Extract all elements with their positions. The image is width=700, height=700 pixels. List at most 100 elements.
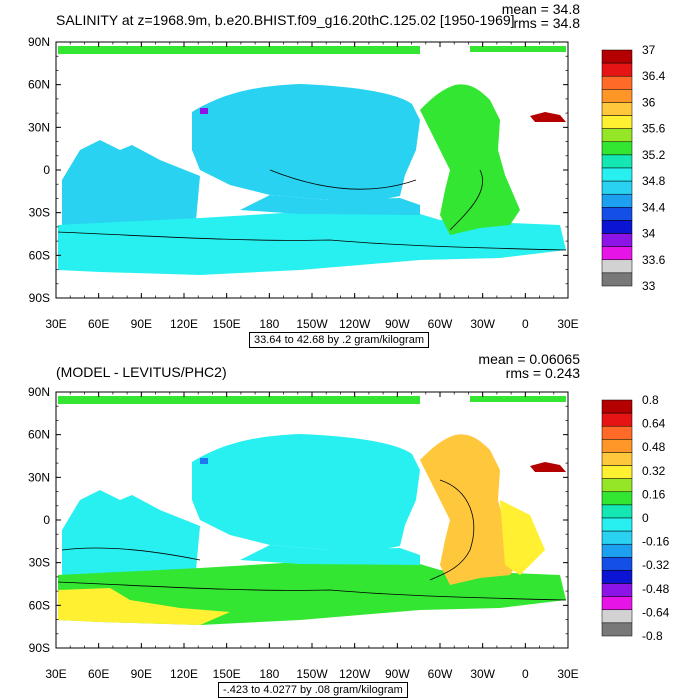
colorbar-swatch — [601, 220, 633, 234]
mediterranean-hot-spot — [530, 462, 566, 472]
colorbar-label: -0.48 — [642, 582, 670, 596]
x-tick-label: 90E — [131, 667, 152, 681]
contour-line — [429, 479, 474, 581]
colorbar-swatch — [601, 207, 633, 221]
colorbar-swatch — [601, 465, 633, 479]
y-tick-label: 90S — [29, 641, 50, 655]
y-tick-label: 60S — [29, 598, 50, 612]
panel-title: (MODEL - LEVITUS/PHC2) — [56, 364, 227, 380]
x-tick-label: 150W — [296, 667, 328, 681]
x-tick-label: 60W — [428, 667, 453, 681]
contour-line — [269, 169, 417, 190]
colorbar-label: 35.6 — [642, 122, 666, 136]
colorbar-swatch — [601, 102, 633, 116]
x-tick-label: 30E — [557, 317, 578, 331]
colorbar: 37 36.4 36 35.6 35.2 34.8 34.4 34 33.6 33 — [601, 43, 666, 293]
colorbar-label: 34 — [642, 227, 656, 241]
x-tick-label: 0 — [522, 317, 529, 331]
colorbar-swatch — [601, 557, 633, 571]
x-tick-label: 60E — [88, 667, 109, 681]
y-tick-label: 30S — [29, 206, 50, 220]
colorbar-swatch — [601, 530, 633, 545]
arctic-ocean-region — [58, 396, 420, 404]
colorbar-label: 0.64 — [642, 417, 666, 431]
southern-ocean-region — [58, 212, 566, 275]
y-tick-label: 0 — [43, 513, 50, 527]
y-tick-label: 30N — [28, 120, 50, 134]
axis-ticks — [55, 41, 569, 299]
colorbar-label: 36.4 — [642, 69, 666, 83]
ocean-field — [57, 46, 567, 275]
colorbar-swatch — [601, 180, 633, 195]
colorbar-swatch — [601, 609, 633, 624]
x-tick-label: 90W — [385, 317, 410, 331]
axis-ticks — [55, 391, 569, 649]
colorbar-swatch — [601, 89, 633, 103]
difference-map-svg: 90N 60N 30N 0 30S 60S 90S 30E 60E 90E 120E 150E 180… — [28, 385, 670, 681]
colorbar-label: 34.8 — [642, 174, 666, 188]
x-tick-label: 120E — [170, 317, 198, 331]
contour-line — [57, 581, 567, 601]
panel-title: SALINITY at z=1968.9m, b.e20.BHIST.f09_g… — [56, 12, 515, 28]
colorbar-label: 0.48 — [642, 440, 666, 454]
y-tick-label: 0 — [43, 163, 50, 177]
y-tick-label: 30N — [28, 470, 50, 484]
colorbar-swatch — [601, 622, 633, 637]
red-sea-spot — [200, 108, 208, 114]
colorbar-swatch — [601, 583, 633, 597]
x-tick-label: 30E — [557, 667, 578, 681]
x-tick-label: 120W — [339, 667, 371, 681]
x-tick-label: 120W — [339, 317, 371, 331]
colorbar-swatch — [601, 141, 633, 156]
x-tick-label: 150E — [213, 317, 241, 331]
x-tick-label: 30W — [470, 667, 495, 681]
contour-info-box: 33.64 to 42.68 by .2 gram/kilogram — [249, 332, 429, 348]
mean-stat: mean = 0.06065 — [478, 351, 580, 367]
y-tick-label: 90N — [28, 35, 50, 49]
yellow-south-band — [58, 588, 230, 625]
colorbar-swatch — [601, 452, 633, 466]
y-axis-labels: 90N 60N 30N 0 30S 60S 90S — [28, 385, 50, 655]
colorbar-swatch — [601, 425, 633, 440]
colorbar-swatch — [601, 412, 633, 427]
y-tick-label: 90N — [28, 385, 50, 399]
arctic-ocean-region — [58, 46, 420, 54]
atlantic-ocean-region — [420, 434, 520, 585]
colorbar-swatch — [601, 478, 633, 493]
y-tick-label: 90S — [29, 291, 50, 305]
colorbar-label: 0 — [642, 511, 649, 525]
ocean-field — [57, 396, 567, 625]
colorbar: 0.8 0.64 0.48 0.32 0.16 0 -0.16 -0.32 -0.48 -0.64… — [601, 393, 670, 643]
x-tick-label: 30E — [45, 317, 66, 331]
contour-info-box: -.423 to 4.0277 by .08 gram/kilogram — [218, 682, 408, 698]
indian-ocean-region — [62, 490, 200, 580]
colorbar-swatch — [601, 167, 633, 182]
south-pacific-region — [240, 545, 420, 565]
colorbar-swatch — [601, 75, 633, 90]
x-tick-label: 60W — [428, 317, 453, 331]
colorbar-swatch — [601, 543, 633, 558]
salinity-map-svg: 90N 60N 30N 0 30S 60S 90S 30E 60E 90E 120E 150E 180… — [28, 35, 666, 331]
contour-line — [61, 547, 201, 561]
colorbar-swatch — [601, 233, 633, 247]
stats-block: mean = 0.06065 rms = 0.243 — [478, 352, 580, 380]
x-tick-label: 30E — [45, 667, 66, 681]
x-tick-label: 180 — [259, 317, 279, 331]
x-tick-label: 150W — [296, 317, 328, 331]
colorbar-swatch — [601, 154, 633, 169]
difference-panel: (MODEL - LEVITUS/PHC2) mean = 0.06065 rm… — [0, 350, 700, 700]
colorbar-label: 33.6 — [642, 253, 666, 267]
colorbar-swatch — [601, 399, 633, 414]
colorbar-label: 0.8 — [642, 393, 659, 407]
y-tick-label: 60N — [28, 428, 50, 442]
colorbar-swatch — [601, 504, 633, 519]
colorbar-swatch — [601, 62, 633, 77]
contour-line — [57, 231, 567, 251]
stats-block: mean = 34.8 rms = 34.8 — [502, 2, 580, 30]
mean-stat: mean = 34.8 — [501, 1, 580, 17]
pacific-ocean-region — [192, 84, 420, 200]
south-pacific-region — [240, 195, 420, 215]
colorbar-label: 0.32 — [642, 464, 666, 478]
x-tick-label: 180 — [259, 667, 279, 681]
x-axis-labels: 30E 60E 90E 120E 150E 180 150W 120W 90W 60W 30W 0 30… — [45, 667, 578, 681]
